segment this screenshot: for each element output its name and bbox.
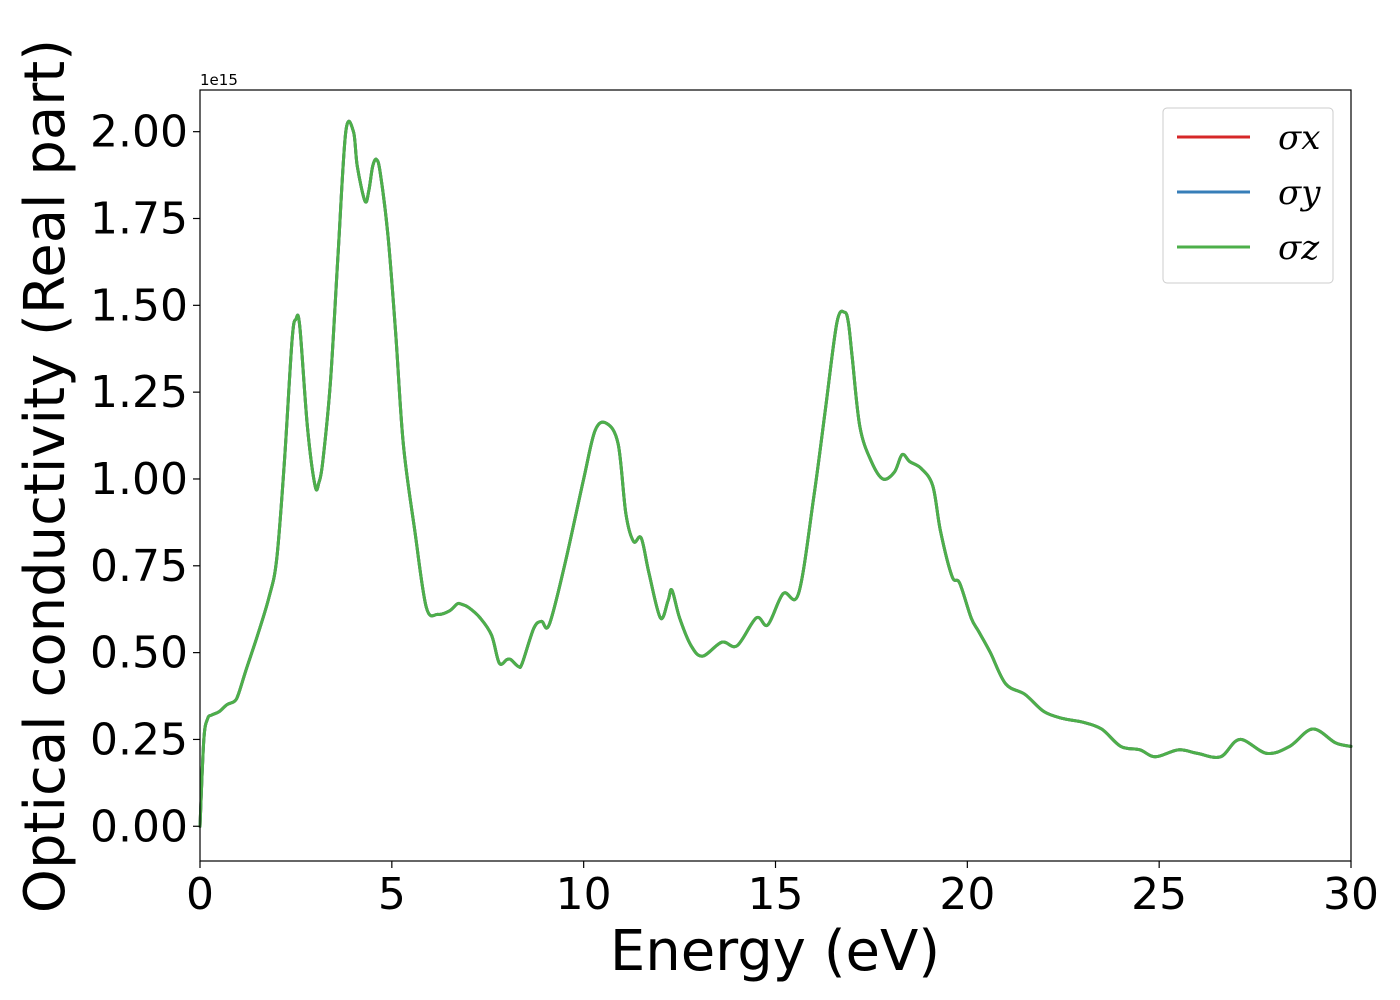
y-tick-label: 0.50 [90, 628, 188, 679]
legend-box [1162, 107, 1334, 284]
y-tick-label: 0.00 [90, 801, 188, 852]
x-tick-label: 30 [1323, 869, 1379, 920]
x-tick-label: 0 [186, 869, 214, 920]
x-tick-label: 10 [556, 869, 612, 920]
y-tick-label: 1.00 [90, 454, 188, 505]
y-tick-label: 0.75 [90, 541, 188, 592]
series-line-sigma-z [198, 119, 1353, 828]
x-axis-title: Energy (eV) [610, 919, 940, 984]
y-tick-label: 2.00 [90, 107, 188, 158]
legend-label: σy [1278, 173, 1321, 213]
y-tick-label: 0.25 [90, 714, 188, 765]
y-tick-label: 1.50 [90, 280, 188, 331]
legend-label: σx [1278, 118, 1320, 158]
x-tick-label: 20 [939, 869, 995, 920]
legend-label: σz [1278, 228, 1320, 268]
y-tick-label: 1.25 [90, 367, 188, 418]
y-axis: 0.00 0.25 0.50 0.75 1.00 1.25 1.50 1.75 2.00 [90, 107, 200, 852]
y-axis-title: Optical conductivity (Real part) [13, 39, 78, 913]
plot-background [200, 90, 1351, 861]
x-axis: 0 5 10 15 20 25 30 [186, 861, 1379, 920]
x-tick-label: 15 [748, 869, 804, 920]
series-layer [198, 119, 1353, 828]
y-offset-label: 1e15 [200, 71, 238, 89]
legend: σx σy σz [1162, 107, 1334, 284]
x-tick-label: 25 [1131, 869, 1187, 920]
y-tick-label: 1.75 [90, 194, 188, 245]
x-tick-label: 5 [378, 869, 406, 920]
